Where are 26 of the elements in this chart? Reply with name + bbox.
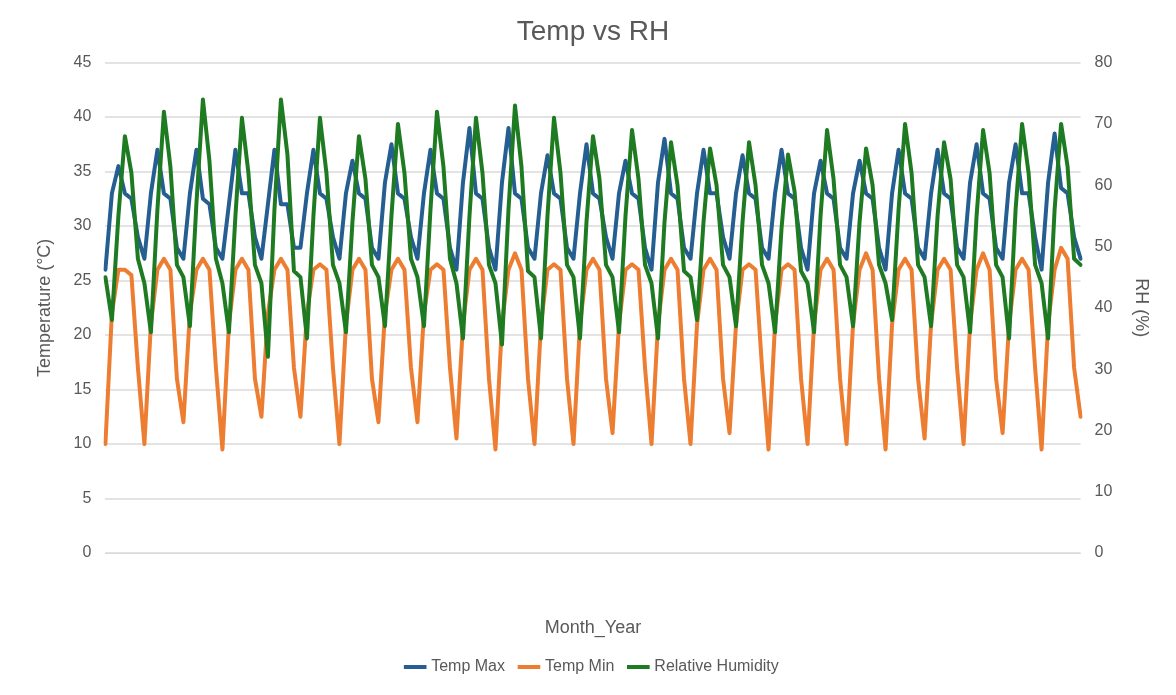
y-tick-label: 0 [82,543,92,561]
y2-axis-title: RH (%) [1132,278,1153,338]
y-tick-label: 30 [73,216,92,234]
y2-tick-label: 40 [1094,298,1113,316]
legend-label: Temp Min [544,657,615,675]
y2-tick-label: 50 [1094,236,1113,254]
y-tick-label: 40 [73,107,92,125]
y-tick-label: 45 [73,53,92,71]
legend-label: Temp Max [431,657,505,675]
legend-label: Relative Humidity [654,657,779,675]
chart-title: Temp vs RH [516,14,670,46]
y-tick-label: 25 [73,270,92,288]
x-axis-title: Month_Year [544,617,642,639]
y-tick-label: 35 [73,161,92,179]
y-tick-label: 5 [82,488,92,506]
y2-tick-label: 70 [1094,114,1113,132]
y2-tick-label: 20 [1094,420,1113,438]
y2-tick-label: 80 [1094,53,1113,71]
y2-tick-label: 30 [1094,359,1113,377]
y-tick-label: 10 [73,434,92,452]
y2-tick-label: 0 [1094,543,1104,561]
y-axis-title: Temperature (°C) [33,238,54,377]
y-tick-label: 15 [73,379,92,397]
y2-tick-label: 10 [1094,482,1113,500]
y2-tick-label: 60 [1094,175,1113,193]
y-tick-label: 20 [73,325,92,343]
